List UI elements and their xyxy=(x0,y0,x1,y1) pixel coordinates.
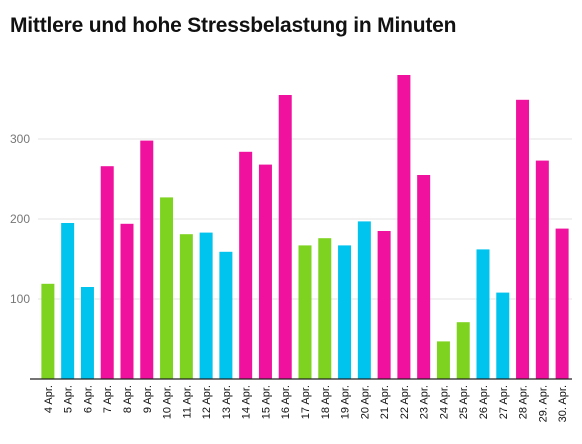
x-tick-label: 5 Apr. xyxy=(63,385,75,413)
x-tick-label: 14 Apr. xyxy=(241,385,253,419)
x-tick-label: 10 Apr. xyxy=(162,385,174,419)
bar xyxy=(377,231,391,379)
bar xyxy=(436,341,450,379)
bar xyxy=(100,166,114,379)
chart-title: Mittlere und hohe Stressbelastung in Min… xyxy=(10,14,457,37)
bar xyxy=(219,251,233,379)
bar xyxy=(120,223,134,379)
bar xyxy=(318,238,332,379)
bar xyxy=(516,99,530,380)
y-tick-label: 300 xyxy=(10,132,30,146)
x-tick-label: 16 Apr. xyxy=(280,385,292,419)
x-tick-label: 9 Apr. xyxy=(142,385,154,413)
x-tick-label: 20 Apr. xyxy=(359,385,371,419)
x-tick-label: 30. Apr. xyxy=(557,385,569,422)
bar xyxy=(80,287,94,379)
x-tick-label: 28 Apr. xyxy=(518,385,530,419)
x-tick-label: 24 Apr. xyxy=(438,385,450,419)
x-tick-label: 26 Apr. xyxy=(478,385,490,419)
x-tick-label: 21 Apr. xyxy=(379,385,391,419)
bar xyxy=(456,322,470,379)
bar xyxy=(417,175,431,379)
x-tick-label: 8 Apr. xyxy=(122,385,134,413)
bar xyxy=(278,95,292,379)
x-tick-label: 25 Apr. xyxy=(458,385,470,419)
x-tick-label: 15 Apr. xyxy=(260,385,272,419)
x-tick-label: 23 Apr. xyxy=(419,385,431,419)
bar xyxy=(258,164,272,379)
x-tick-label: 4 Apr. xyxy=(43,385,55,413)
bar xyxy=(41,283,55,379)
bar xyxy=(179,234,193,379)
bar xyxy=(199,232,213,379)
bar xyxy=(496,292,510,379)
bar xyxy=(298,245,312,379)
bar xyxy=(555,228,569,379)
x-tick-label: 27 Apr. xyxy=(498,385,510,419)
x-tick-label: 11 Apr. xyxy=(181,385,193,418)
bar xyxy=(160,197,174,379)
bar xyxy=(140,140,154,379)
x-tick-label: 18 Apr. xyxy=(320,385,332,419)
bar xyxy=(338,245,352,379)
x-tick-label: 29. Apr. xyxy=(537,385,549,422)
bar xyxy=(535,160,549,379)
x-tick-label: 13 Apr. xyxy=(221,385,233,419)
bar xyxy=(357,221,371,379)
x-tick-label: 19 Apr. xyxy=(340,385,352,419)
x-tick-label: 6 Apr. xyxy=(82,385,94,413)
x-tick-label: 17 Apr. xyxy=(300,385,312,419)
x-tick-label: 22 Apr. xyxy=(399,385,411,419)
x-tick-label: 7 Apr. xyxy=(102,385,114,413)
bar xyxy=(61,223,75,379)
bar xyxy=(239,151,253,379)
y-tick-label: 200 xyxy=(10,212,30,226)
bar xyxy=(476,249,490,379)
x-tick-label: 12 Apr. xyxy=(201,385,213,419)
bar xyxy=(397,75,411,379)
y-tick-label: 100 xyxy=(10,292,30,306)
